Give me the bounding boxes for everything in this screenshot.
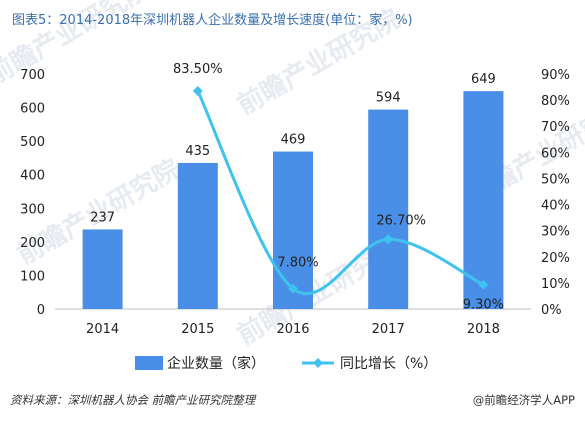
line-series (192, 85, 489, 296)
y-right-tick-label: 0% (541, 303, 562, 318)
line-data-label: 9.30% (463, 298, 504, 313)
line-data-label: 83.50% (173, 62, 223, 77)
bar-data-label: 649 (471, 72, 496, 87)
bar (177, 162, 218, 309)
y-left-tick-label: 200 (20, 236, 45, 251)
legend-line-marker (313, 358, 323, 368)
line-point (192, 85, 203, 96)
bar-data-label: 435 (185, 144, 210, 159)
y-left-tick-label: 300 (20, 202, 45, 217)
legend-bar-swatch (135, 356, 163, 370)
y-left-tick-label: 100 (20, 269, 45, 284)
y-right-tick-label: 20% (541, 251, 570, 266)
y-right-tick-label: 80% (541, 94, 570, 109)
y-axis-left: 0 100 200 300 400 500 600 700 (20, 68, 45, 318)
bar (368, 109, 409, 309)
line-point (383, 234, 394, 245)
y-left-tick-label: 600 (20, 102, 45, 117)
bar (463, 91, 504, 309)
y-right-tick-label: 90% (541, 68, 570, 83)
y-left-tick-label: 0 (37, 303, 45, 318)
y-left-tick-label: 500 (20, 135, 45, 150)
y-right-tick-label: 40% (541, 199, 570, 214)
credit-text: @前瞻经济学人APP (473, 393, 575, 407)
line-data-labels: 83.50% 7.80% 26.70% 9.30% (173, 62, 504, 313)
x-axis: 2014 2015 2016 2017 2018 (86, 322, 500, 337)
line-data-label: 26.70% (376, 213, 426, 228)
y-axis-right: 0% 10% 20% 30% 40% 50% 60% 70% 80% 90% (541, 68, 570, 318)
y-left-tick-label: 700 (20, 68, 45, 83)
y-right-tick-label: 70% (541, 120, 570, 135)
bar-series (82, 91, 504, 309)
bar-data-labels: 237 435 469 594 649 (90, 72, 496, 225)
x-tick-label: 2014 (86, 322, 119, 337)
y-right-tick-label: 60% (541, 146, 570, 161)
y-left-tick-label: 400 (20, 169, 45, 184)
chart-title: 图表5：2014-2018年深圳机器人企业数量及增长速度(单位：家，%) (12, 12, 413, 28)
bar-data-label: 594 (376, 91, 401, 106)
bar-data-label: 469 (281, 133, 306, 148)
legend: 企业数量（家） 同比增长（%） (135, 355, 437, 372)
x-tick-label: 2017 (372, 322, 405, 337)
y-right-tick-label: 30% (541, 225, 570, 240)
legend-line-label: 同比增长（%） (340, 356, 437, 372)
y-right-tick-label: 10% (541, 277, 570, 292)
source-note: 资料来源：深圳机器人协会 前瞻产业研究院整理 (10, 393, 257, 407)
bar-data-label: 237 (90, 210, 115, 225)
bar (82, 229, 123, 309)
legend-bar-label: 企业数量（家） (167, 355, 265, 372)
x-tick-label: 2015 (181, 322, 214, 337)
line-data-label: 7.80% (277, 256, 318, 271)
bar (273, 151, 313, 309)
line-point (478, 279, 489, 290)
growth-line (196, 90, 485, 296)
x-tick-label: 2016 (276, 322, 309, 337)
x-tick-label: 2018 (467, 322, 500, 337)
y-right-tick-label: 50% (541, 172, 570, 187)
line-point (288, 283, 298, 294)
